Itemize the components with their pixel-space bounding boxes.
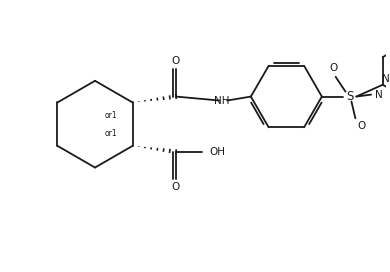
Text: N: N	[382, 74, 390, 84]
Text: O: O	[357, 121, 365, 131]
Text: or1: or1	[105, 129, 117, 138]
Text: OH: OH	[209, 147, 225, 157]
Text: S: S	[346, 90, 353, 103]
Text: NH: NH	[214, 97, 229, 107]
Text: O: O	[172, 182, 180, 192]
Text: O: O	[172, 56, 180, 66]
Text: N: N	[375, 89, 383, 100]
Text: O: O	[330, 63, 338, 73]
Text: or1: or1	[105, 111, 117, 120]
